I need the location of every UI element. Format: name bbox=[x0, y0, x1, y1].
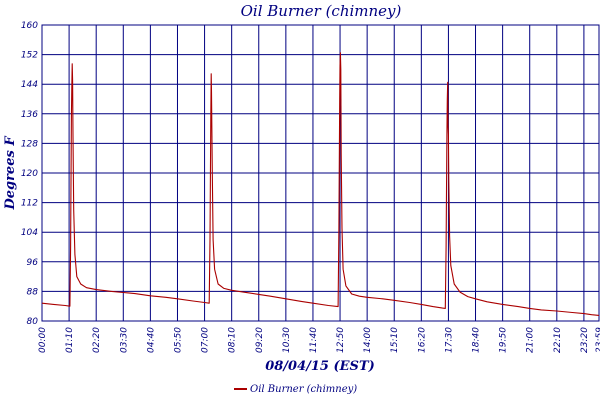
y-tick-label: 88 bbox=[27, 287, 39, 297]
y-tick-label: 136 bbox=[21, 110, 38, 120]
series-line bbox=[41, 52, 600, 316]
x-tick-label: 22:10 bbox=[553, 327, 563, 353]
x-tick-label: 21:00 bbox=[526, 327, 536, 353]
y-tick-label: 120 bbox=[21, 169, 38, 179]
y-tick-label: 96 bbox=[27, 258, 39, 268]
x-tick-label: 17:30 bbox=[444, 327, 454, 353]
x-tick-label: 04:40 bbox=[146, 327, 156, 353]
x-tick-label: 12:50 bbox=[336, 327, 346, 353]
x-axis-ticks: 00:00 01:10 02:20 03:30 04:40 05:50 07:00 08:10… bbox=[38, 327, 600, 353]
x-tick-label: 03:30 bbox=[119, 327, 129, 353]
y-tick-label: 160 bbox=[21, 21, 38, 31]
y-tick-label: 104 bbox=[21, 228, 38, 238]
series-group bbox=[41, 52, 600, 316]
x-tick-label: 18:40 bbox=[472, 327, 482, 353]
x-tick-label: 09:20 bbox=[255, 327, 265, 353]
x-tick-label: 07:00 bbox=[201, 327, 211, 353]
x-tick-label: 00:00 bbox=[38, 327, 48, 353]
y-tick-label: 80 bbox=[27, 317, 39, 327]
x-tick-label: 23:20 bbox=[580, 327, 590, 353]
x-tick-label: 15:10 bbox=[390, 327, 400, 353]
y-tick-label: 112 bbox=[21, 199, 38, 209]
x-tick-label: 02:20 bbox=[92, 327, 102, 353]
y-axis-label: Degrees F bbox=[3, 136, 18, 211]
x-tick-label: 05:50 bbox=[173, 327, 183, 353]
chart-title: Oil Burner (chimney) bbox=[241, 2, 402, 20]
y-tick-label: 152 bbox=[21, 51, 38, 61]
x-tick-label: 16:20 bbox=[417, 327, 427, 353]
y-axis-ticks: 80 88 96 104 112 120 128 136 144 152 160 bbox=[21, 21, 38, 327]
x-tick-label: 08:10 bbox=[228, 327, 238, 353]
x-tick-label: 19:50 bbox=[499, 327, 509, 353]
x-tick-label: 23:59 bbox=[595, 327, 600, 353]
y-tick-label: 144 bbox=[21, 80, 38, 90]
x-tick-label: 10:30 bbox=[282, 327, 292, 353]
y-tick-label: 128 bbox=[21, 139, 38, 149]
x-tick-label: 01:10 bbox=[65, 327, 75, 353]
legend-label: Oil Burner (chimney) bbox=[250, 384, 357, 395]
x-axis-label: 08/04/15 (EST) bbox=[265, 359, 375, 374]
x-tick-label: 11:40 bbox=[309, 327, 319, 353]
x-tick-label: 14:00 bbox=[363, 327, 373, 353]
grid bbox=[41, 24, 600, 322]
